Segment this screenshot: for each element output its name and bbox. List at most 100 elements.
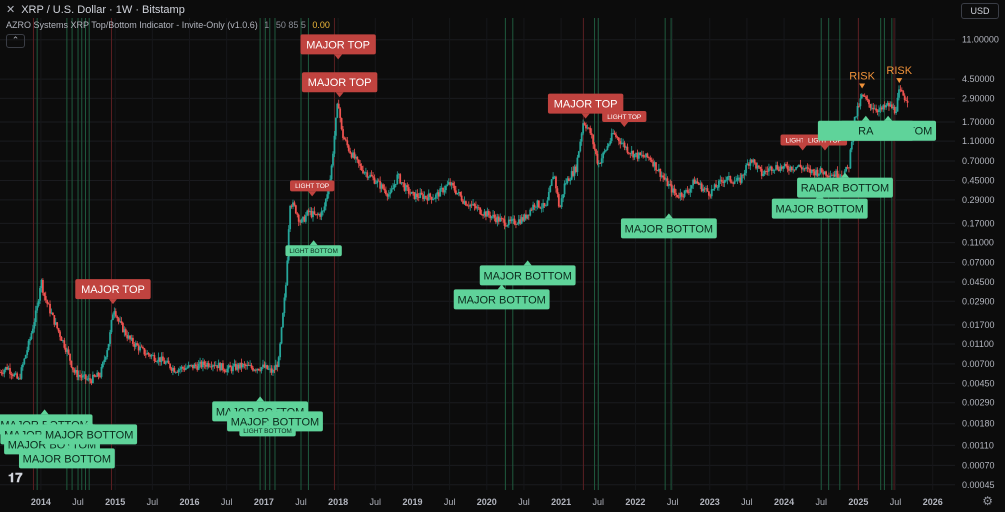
candle-body (543, 203, 546, 206)
candle-body (94, 376, 97, 378)
symbol-title[interactable]: XRP / U.S. Dollar · 1W · Bitstamp (21, 4, 185, 16)
candle-body (116, 316, 119, 319)
candle-body (224, 371, 227, 373)
y-tick-label: 0.29000 (962, 195, 995, 205)
candle-body (402, 182, 404, 184)
tradingview-logo-icon[interactable]: 𝟏𝟕 (8, 470, 23, 485)
candle-body (725, 179, 727, 181)
candle-body (290, 205, 293, 207)
candle-body (40, 280, 43, 289)
candle-body (583, 123, 586, 125)
x-tick-label: Jul (815, 497, 827, 507)
candle-body (892, 106, 895, 109)
x-tick-label: Jul (72, 497, 84, 507)
candle-body (349, 150, 352, 154)
candle-body (129, 335, 131, 340)
candle-body (475, 206, 477, 209)
candle-body (460, 195, 463, 201)
candle-body (656, 170, 659, 172)
x-tick-label: Jul (667, 497, 679, 507)
collapse-legend-button[interactable]: ⌃ (6, 34, 25, 48)
candle-body (289, 205, 292, 230)
close-icon[interactable]: ✕ (6, 4, 16, 16)
candle-body (230, 367, 233, 372)
candle-body (0, 372, 1, 373)
candle-body (798, 164, 800, 167)
candle-body (666, 178, 669, 187)
candle-body (340, 118, 343, 130)
x-tick-label: Jul (444, 497, 456, 507)
candle-body (768, 168, 770, 172)
candle-body (384, 190, 387, 195)
candle-body (682, 196, 685, 198)
currency-selector[interactable]: USD (961, 3, 999, 19)
candle-body (376, 180, 379, 184)
candle-body (647, 157, 650, 158)
candle-body (769, 166, 772, 169)
candle-body (415, 193, 417, 199)
y-tick-label: 0.00070 (962, 460, 995, 470)
candle-body (726, 176, 729, 180)
candle-body (356, 156, 359, 160)
candle-body (690, 185, 693, 189)
candle-body (337, 103, 340, 109)
candle-body (805, 167, 807, 169)
candle-body (429, 193, 432, 197)
candle-body (190, 364, 193, 366)
candle-body (33, 322, 36, 329)
bottom-label-box (817, 120, 914, 141)
candle-body (683, 190, 686, 197)
candle-body (779, 166, 782, 172)
candle-body (267, 368, 270, 370)
candle-body (597, 163, 600, 164)
candle-body (317, 214, 320, 215)
candle-body (46, 300, 49, 304)
candle-body (157, 357, 160, 362)
candle-body (180, 366, 183, 369)
candle-body (553, 176, 556, 178)
signal-label: MAJOR BOTTOM (227, 406, 323, 432)
label-pointer (62, 443, 71, 449)
candle-body (869, 104, 872, 108)
signal-label: LIGHT TOP (602, 110, 647, 127)
candle-body (675, 192, 677, 195)
candle-body (212, 365, 214, 367)
candle-body (663, 177, 666, 180)
candle-body (137, 345, 140, 351)
candle-body (250, 365, 253, 368)
indicator-legend[interactable]: AZRO Systems XRP Top/Bottom Indicator - … (6, 20, 330, 30)
candle-body (707, 191, 710, 196)
candle-body (380, 184, 383, 189)
candle-body (41, 280, 44, 293)
top-label-box (290, 180, 335, 192)
candle-body (257, 368, 260, 371)
label-pointer (581, 113, 590, 119)
candle-body (587, 127, 590, 129)
candle-body (582, 123, 585, 134)
candle-body (637, 152, 640, 159)
candle-body (359, 163, 362, 166)
y-tick-label: 0.01100 (962, 339, 994, 349)
candle-body (730, 181, 733, 183)
signal-label: RA (817, 115, 914, 141)
candle-body (326, 194, 329, 199)
candle-body (449, 182, 452, 186)
gear-icon[interactable]: ⚙ (982, 494, 993, 508)
y-tick-label: 0.17000 (962, 218, 995, 228)
candle-body (247, 364, 250, 366)
candle-body (809, 168, 812, 174)
candle-body (692, 179, 695, 186)
candle-body (746, 163, 749, 166)
signal-vertical-lines (32, 18, 895, 490)
top-label-box (547, 93, 624, 114)
candle-body (70, 360, 73, 368)
candle-body (84, 374, 87, 380)
candle-body (363, 172, 366, 174)
candle-body (406, 185, 409, 188)
candle-body (263, 364, 266, 368)
candle-body (152, 354, 154, 356)
candle-body (243, 364, 246, 365)
y-tick-label: 0.00045 (962, 480, 995, 490)
candle-body (796, 166, 799, 168)
